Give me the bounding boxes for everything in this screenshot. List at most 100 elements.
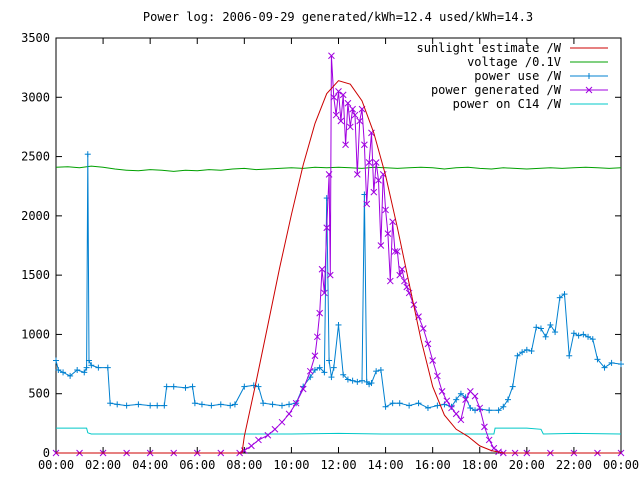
power-use-point xyxy=(542,333,549,340)
legend-marker xyxy=(586,73,592,79)
power-generated-point xyxy=(476,404,484,412)
power-use-point xyxy=(95,364,102,371)
power-use-point xyxy=(561,291,568,298)
power-generated-point xyxy=(394,248,401,255)
power-use-point xyxy=(396,400,403,407)
power-use-point xyxy=(618,361,624,368)
power-use-point xyxy=(486,407,493,414)
power-use-point xyxy=(570,330,577,337)
power-use-point xyxy=(373,368,380,375)
legend-label: voltage /0.1V xyxy=(467,55,561,69)
power-generated-point xyxy=(306,367,314,375)
power-use-point xyxy=(154,402,161,409)
x-tick-label: 10:00 xyxy=(273,458,309,472)
power-generated-point xyxy=(398,265,406,273)
power-generated-point xyxy=(443,397,451,405)
power-use-point xyxy=(311,367,318,373)
power-use-point xyxy=(241,383,248,390)
legend-entry-power-on-c14: power on C14 /W xyxy=(453,97,608,111)
power-generated-point xyxy=(349,105,356,113)
power-use-point xyxy=(382,403,389,410)
power-use-point xyxy=(556,294,563,301)
power-generated-point xyxy=(452,410,460,418)
power-generated-point xyxy=(264,431,272,439)
power-generated-point xyxy=(351,111,359,119)
legend-entry-power-use: power use /W xyxy=(474,69,608,83)
power-use-point xyxy=(217,401,224,408)
x-tick-label: 18:00 xyxy=(462,458,498,472)
power-generated-point xyxy=(424,340,432,348)
power-use-point xyxy=(424,404,431,411)
power-use-point xyxy=(53,357,59,364)
power-use-point xyxy=(608,359,615,366)
power-use-point xyxy=(323,195,330,202)
power-generated-point xyxy=(377,242,385,249)
voltage-line xyxy=(55,165,622,172)
power-use-point xyxy=(519,349,526,356)
power-use-point xyxy=(457,390,464,397)
power-generated-point xyxy=(375,176,382,184)
power-generated-point xyxy=(419,325,427,332)
power-generated-point xyxy=(299,385,307,393)
power-generated-line xyxy=(56,55,621,454)
power-generated-point xyxy=(330,93,338,101)
x-tick-label: 22:00 xyxy=(556,458,592,472)
power-use-point xyxy=(85,357,92,364)
x-tick-label: 14:00 xyxy=(368,458,404,472)
axis-ticks: 0 500 1000 1500 2000 2500 3000 3500 00:00 02:00 04… xyxy=(21,31,639,472)
power-generated-point xyxy=(448,404,455,412)
x-tick-label: 08:00 xyxy=(226,458,262,472)
power-use-point xyxy=(547,321,554,328)
power-use-point xyxy=(147,402,154,409)
power-generated-point xyxy=(361,141,368,149)
power-generated-point xyxy=(471,392,479,400)
power-use-point xyxy=(594,356,601,363)
power-use-point xyxy=(505,396,511,403)
power-use-point xyxy=(191,400,198,407)
power-generated-point xyxy=(326,271,334,279)
power-generated-point xyxy=(403,283,411,291)
power-use-point xyxy=(107,400,114,407)
power-use-point xyxy=(406,402,413,409)
power-use-point xyxy=(170,383,177,390)
power-generated-point xyxy=(386,277,394,285)
power-use-point xyxy=(467,404,474,411)
power-generated-point xyxy=(384,230,392,237)
legend-label: power on C14 /W xyxy=(453,97,562,111)
power-generated-point xyxy=(370,188,378,196)
power-generated-point xyxy=(335,88,342,95)
power-use-point xyxy=(589,336,596,343)
power-use-point xyxy=(453,396,460,403)
power-use-point xyxy=(441,401,448,408)
power-generated-point xyxy=(481,423,488,431)
series-sunlight-estimate xyxy=(56,80,621,454)
power-use-point xyxy=(330,364,337,371)
power-use-point xyxy=(585,333,592,340)
y-tick-label: 3000 xyxy=(21,90,50,104)
y-tick-label: 0 xyxy=(43,446,50,460)
power-use-point xyxy=(601,364,608,371)
legend-label: power use /W xyxy=(474,69,561,83)
power-generated-point xyxy=(321,289,328,297)
power-generated-point xyxy=(353,171,361,178)
power-use-point xyxy=(255,383,262,390)
power-generated-point xyxy=(457,416,465,424)
power-use-point xyxy=(269,401,276,408)
legend-label: sunlight estimate /W xyxy=(417,41,562,55)
power-use-point xyxy=(340,371,347,378)
power-generated-point xyxy=(323,224,331,232)
x-tick-label: 00:00 xyxy=(38,458,74,472)
power-generated-point xyxy=(328,52,335,60)
legend-marker xyxy=(585,86,593,94)
power-generated-point xyxy=(271,425,279,433)
y-tick-label: 2000 xyxy=(21,209,50,223)
power-generated-point xyxy=(401,277,408,285)
power-use-point xyxy=(514,352,521,359)
power-generated-point xyxy=(248,442,255,450)
series-power-generated xyxy=(52,52,625,457)
series-voltage xyxy=(55,165,622,172)
power-use-point xyxy=(163,383,170,390)
power-use-point xyxy=(448,403,455,410)
power-use-point xyxy=(495,407,502,414)
